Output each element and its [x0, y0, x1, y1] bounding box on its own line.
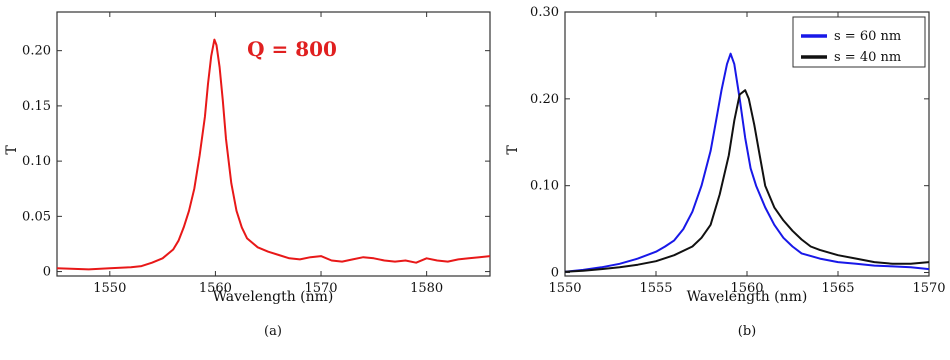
panel-a-plot-frame [56, 11, 491, 277]
panel-b-y-axis-label: T [505, 145, 521, 155]
panel-b-x-ticks: 1550 1555 1560 1565 1570 [548, 12, 946, 296]
series-line-0 [564, 52, 930, 273]
y-tick-label: 0.10 [22, 154, 51, 169]
x-tick-label: 1550 [548, 281, 581, 296]
panel-b-label: (b) [738, 324, 756, 339]
x-tick-label: 1550 [93, 281, 126, 296]
x-tick-label: 1570 [304, 281, 337, 296]
legend-label-s60: s = 60 nm [834, 29, 901, 44]
y-tick-label: 0.05 [22, 209, 51, 224]
panel-a-label: (a) [264, 324, 282, 339]
y-tick-label: 0.10 [530, 179, 559, 194]
x-tick-label: 1555 [639, 281, 672, 296]
x-tick-label: 1560 [730, 281, 763, 296]
y-tick-label: 0.30 [530, 5, 559, 20]
series-line-0 [56, 38, 491, 271]
panel-b-x-axis-label: Wavelength (nm) [687, 289, 808, 305]
panel-a-x-ticks: 1550 1560 1570 1580 [93, 12, 443, 296]
panel-a: 1550 1560 1570 1580 0 0.05 0.10 0.15 0.20 Q = 8… [4, 11, 491, 339]
y-tick-label: 0.20 [530, 92, 559, 107]
y-tick-label: 0 [43, 265, 51, 280]
y-tick-label: 0.15 [22, 99, 51, 114]
panel-a-annotation: Q = 800 [247, 37, 337, 61]
panel-b-y-ticks: 0 0.10 0.20 0.30 [530, 5, 929, 281]
panel-a-x-axis-label: Wavelength (nm) [213, 289, 334, 305]
panel-a-y-axis-label: T [4, 145, 20, 155]
panel-b-legend: s = 60 nm s = 40 nm [792, 16, 926, 68]
legend-label-s40: s = 40 nm [834, 50, 901, 65]
panel-a-y-ticks: 0 0.05 0.10 0.15 0.20 [22, 44, 490, 280]
x-tick-label: 1565 [821, 281, 854, 296]
series-line-1 [564, 89, 930, 273]
x-tick-label: 1580 [410, 281, 443, 296]
y-tick-label: 0 [551, 266, 559, 281]
y-tick-label: 0.20 [22, 44, 51, 59]
panel-a-series [56, 38, 491, 271]
x-tick-label: 1560 [199, 281, 232, 296]
x-tick-label: 1570 [912, 281, 945, 296]
panel-b-series [564, 52, 930, 273]
panel-b: 1550 1555 1560 1565 1570 0 0.10 0.20 0.30 s = 6… [505, 5, 946, 339]
